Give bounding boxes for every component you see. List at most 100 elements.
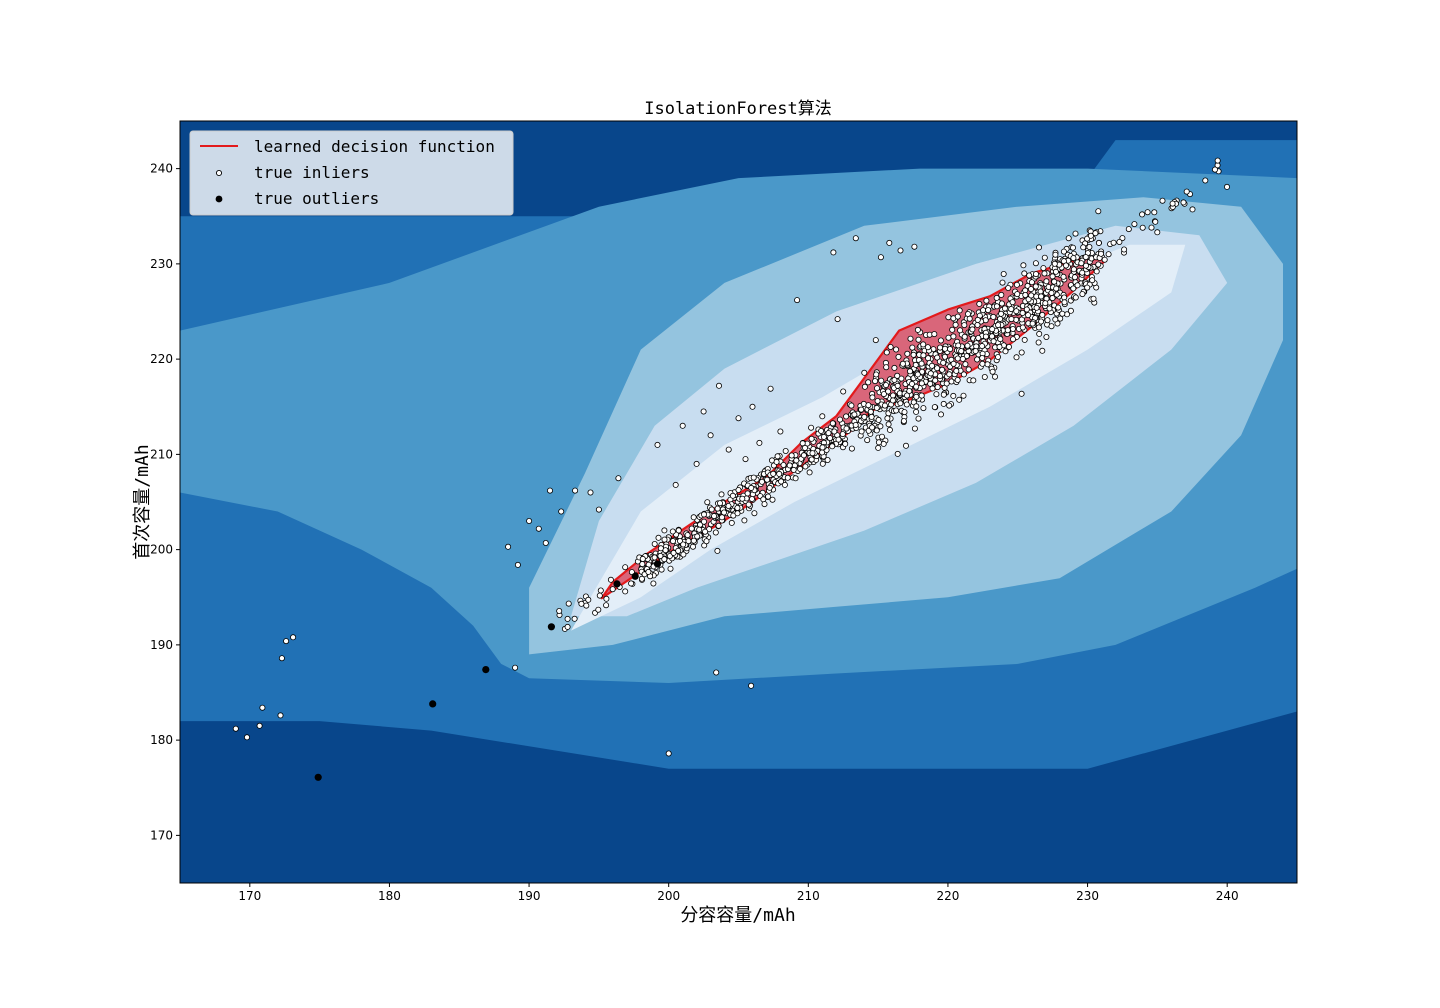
inlier-point xyxy=(1052,251,1059,258)
inlier-point xyxy=(1018,390,1025,397)
inlier-point xyxy=(960,371,967,378)
inlier-point xyxy=(898,375,905,382)
inlier-point xyxy=(931,331,938,338)
inlier-point xyxy=(1009,325,1016,332)
inlier-point xyxy=(556,608,563,615)
inlier-point xyxy=(547,487,554,494)
inlier-point xyxy=(1125,226,1132,233)
inlier-point xyxy=(782,447,789,454)
inlier-point xyxy=(937,344,944,351)
inlier-point xyxy=(1046,305,1053,312)
inlier-point xyxy=(665,750,672,757)
inlier-point xyxy=(996,343,1003,350)
inlier-point xyxy=(669,528,676,535)
inlier-point xyxy=(872,378,879,385)
inlier-point xyxy=(1061,299,1068,306)
inlier-point xyxy=(788,452,795,459)
inlier-point xyxy=(761,501,768,508)
inlier-point xyxy=(1212,166,1219,173)
inlier-point xyxy=(914,371,921,378)
y-tick-label: 220 xyxy=(150,352,173,366)
inlier-point xyxy=(1035,339,1042,346)
inlier-point xyxy=(672,481,679,488)
legend-box xyxy=(189,130,514,216)
inlier-point xyxy=(707,432,714,439)
inlier-point xyxy=(981,373,988,380)
inlier-point xyxy=(899,360,906,367)
inlier-point xyxy=(872,337,879,344)
inlier-point xyxy=(708,506,715,513)
inlier-point xyxy=(587,489,594,496)
inlier-point xyxy=(865,379,872,386)
inlier-point xyxy=(869,394,876,401)
inlier-point xyxy=(907,368,914,375)
inlier-point xyxy=(869,424,876,431)
inlier-point xyxy=(877,254,884,261)
inlier-point xyxy=(1151,209,1158,216)
inlier-point xyxy=(751,510,758,517)
inlier-point xyxy=(961,333,968,340)
inlier-point xyxy=(960,392,967,399)
plot-area xyxy=(179,120,1298,884)
inlier-point xyxy=(1169,200,1176,207)
inlier-point xyxy=(887,343,894,350)
y-tick-label: 240 xyxy=(150,162,173,176)
inlier-point xyxy=(940,400,947,407)
inlier-point xyxy=(1013,354,1020,361)
inlier-point xyxy=(993,303,1000,310)
inlier-point xyxy=(873,404,880,411)
inlier-point xyxy=(918,360,925,367)
x-axis-ticks: 170 180 190 200 210 220 230 240 xyxy=(238,883,1239,903)
inlier-point xyxy=(1074,282,1081,289)
inlier-point xyxy=(893,407,900,414)
inlier-point xyxy=(881,402,888,409)
inlier-point xyxy=(1032,260,1039,267)
inlier-point xyxy=(1039,311,1046,318)
inlier-point xyxy=(702,528,709,535)
inlier-point xyxy=(748,484,755,491)
inlier-point xyxy=(937,337,944,344)
inlier-point xyxy=(1044,317,1051,324)
inlier-point xyxy=(778,478,785,485)
inlier-point xyxy=(961,322,968,329)
inlier-point xyxy=(1159,197,1166,204)
inlier-point xyxy=(1035,324,1042,331)
inlier-point xyxy=(679,422,686,429)
inlier-point xyxy=(969,326,976,333)
inlier-point xyxy=(1029,320,1036,327)
inlier-point xyxy=(1028,279,1035,286)
inlier-point xyxy=(950,360,957,367)
inlier-point xyxy=(990,313,997,320)
inlier-point xyxy=(1000,270,1007,277)
inlier-point xyxy=(658,566,665,573)
inlier-point xyxy=(290,634,297,641)
inlier-point xyxy=(885,421,892,428)
inlier-point xyxy=(1060,273,1067,280)
inlier-point xyxy=(979,360,986,367)
inlier-point xyxy=(1214,157,1221,164)
inlier-point xyxy=(913,408,920,415)
inlier-point xyxy=(842,440,849,447)
inlier-point xyxy=(925,355,932,362)
inlier-point xyxy=(571,615,578,622)
inlier-point xyxy=(645,568,652,575)
inlier-point xyxy=(864,437,871,444)
inlier-point xyxy=(760,496,767,503)
inlier-point xyxy=(861,383,868,390)
inlier-point xyxy=(780,461,787,468)
inlier-point xyxy=(1105,251,1112,258)
inlier-point xyxy=(1051,278,1058,285)
inlier-point xyxy=(939,366,946,373)
inlier-point xyxy=(792,475,799,482)
inlier-point xyxy=(874,385,881,392)
inlier-point xyxy=(955,342,962,349)
inlier-point xyxy=(897,247,904,254)
anomaly-score-contours xyxy=(180,140,1297,769)
inlier-point xyxy=(848,402,855,409)
inlier-point xyxy=(1084,284,1091,291)
inlier-point xyxy=(927,380,934,387)
inlier-point xyxy=(583,602,590,609)
inlier-point xyxy=(654,441,661,448)
inlier-point xyxy=(675,527,682,534)
inlier-point xyxy=(983,297,990,304)
